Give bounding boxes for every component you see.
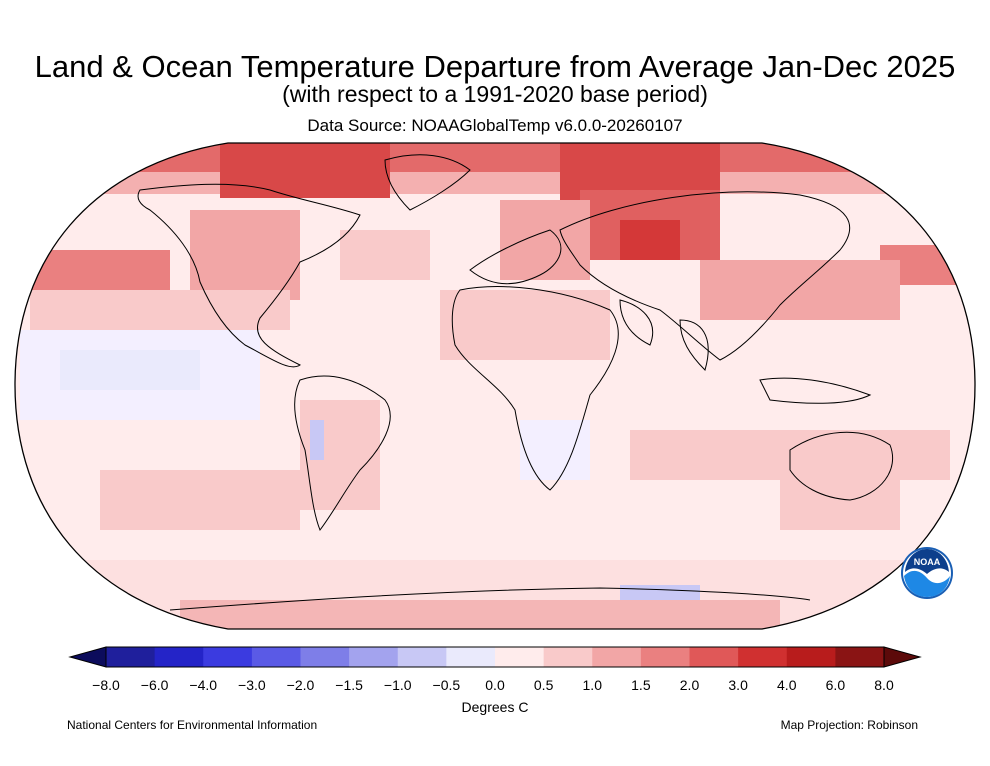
legend-tick-label: −1.5 (335, 677, 363, 693)
data-source: Data Source: NOAAGlobalTemp v6.0.0-20260… (307, 116, 683, 135)
legend-tick-label: 0.5 (533, 677, 554, 693)
legend-frame (105, 646, 885, 668)
legend-tick-label: −6.0 (140, 677, 169, 693)
legend-swatch (786, 647, 836, 667)
legend-ticks: −8.0 −6.0 −4.0 −3.0 −2.0 −1.5 −1.0 −0.5 0.0 0.5 1.… (0, 676, 990, 696)
coastlines (137, 154, 894, 611)
legend-swatch (738, 647, 788, 667)
legend-units: Degrees C (461, 699, 529, 715)
legend-tick-label: −8.0 (92, 677, 120, 693)
legend-tick-label: 2.0 (679, 677, 700, 693)
legend-swatch (543, 647, 593, 667)
logo-text: NOAA (914, 557, 941, 567)
map-subtitle: (with respect to a 1991-2020 base period… (282, 81, 708, 107)
legend-swatch (640, 647, 690, 667)
legend-tick-label: 1.5 (631, 677, 651, 693)
legend-tick-label: −4.0 (189, 677, 218, 693)
legend-tick-label: 6.0 (825, 677, 846, 693)
color-legend (68, 646, 922, 668)
legend-swatch (203, 647, 253, 667)
legend-swatch (349, 647, 399, 667)
legend-tick-label: −3.0 (238, 677, 266, 693)
credit-ncei: National Centers for Environmental Infor… (67, 718, 318, 732)
legend-swatch (446, 647, 496, 667)
legend-swatch (106, 647, 156, 667)
legend-tick-label: 1.0 (582, 677, 602, 693)
legend-swatch (397, 647, 447, 667)
map-title: Land & Ocean Temperature Departure from … (34, 49, 956, 84)
legend-swatch (300, 647, 350, 667)
legend-tick-label: 8.0 (874, 677, 894, 693)
legend-over-arrow (883, 646, 922, 668)
legend-tick-label: −0.5 (432, 677, 461, 693)
legend-swatch (689, 647, 739, 667)
legend-tick-label: 3.0 (728, 677, 748, 693)
legend-swatch (495, 647, 545, 667)
legend-tick-label: 0.0 (485, 677, 505, 693)
noaa-logo-icon: NOAA (901, 547, 953, 599)
legend-tick-label: 4.0 (777, 677, 797, 693)
credit-projection: Map Projection: Robinson (780, 718, 918, 732)
legend-under-arrow (68, 646, 107, 668)
legend-tick-label: −2.0 (286, 677, 315, 693)
legend-swatch (251, 647, 301, 667)
legend-tick-label: −1.0 (383, 677, 412, 693)
legend-swatch (154, 647, 204, 667)
legend-swatch (835, 647, 885, 667)
legend-swatch (592, 647, 642, 667)
anomaly-field (15, 143, 975, 629)
